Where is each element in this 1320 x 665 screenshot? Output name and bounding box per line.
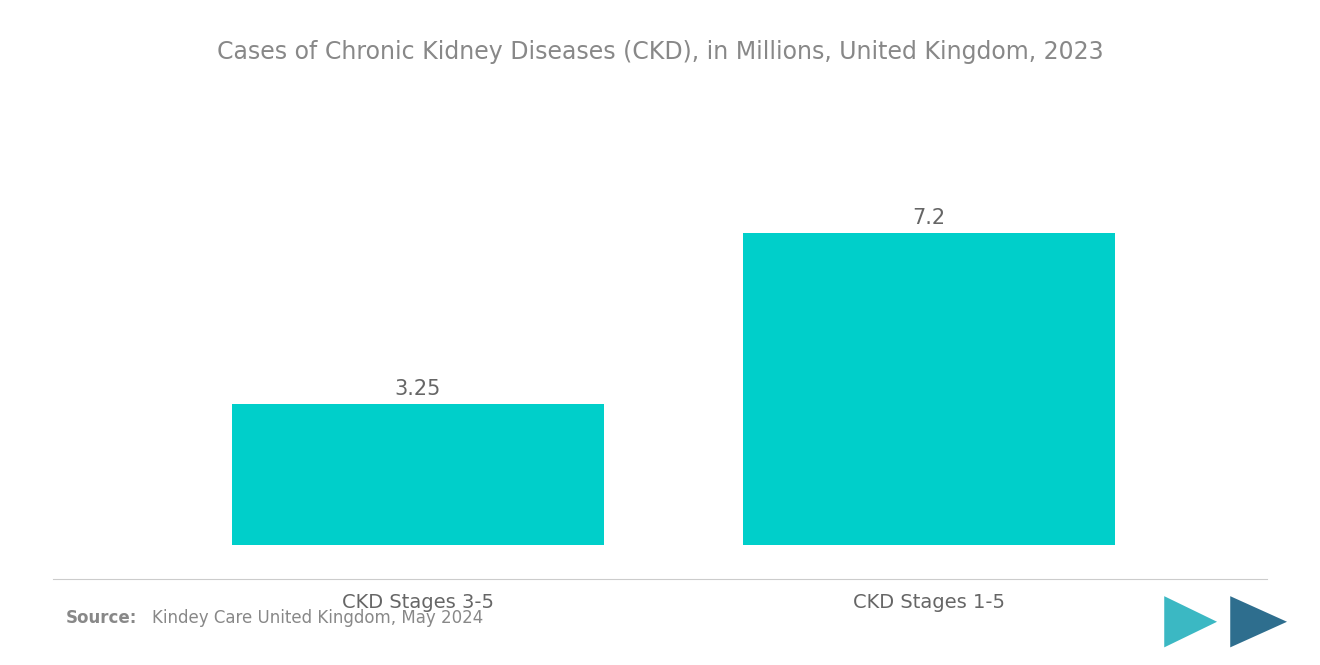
Text: CKD Stages 1-5: CKD Stages 1-5 bbox=[853, 593, 1005, 612]
Text: 7.2: 7.2 bbox=[912, 207, 945, 227]
Text: 3.25: 3.25 bbox=[395, 379, 441, 399]
Bar bbox=[232, 404, 603, 545]
Bar bbox=[743, 233, 1114, 545]
Text: Cases of Chronic Kidney Diseases (CKD), in Millions, United Kingdom, 2023: Cases of Chronic Kidney Diseases (CKD), … bbox=[216, 40, 1104, 64]
Text: CKD Stages 3-5: CKD Stages 3-5 bbox=[342, 593, 494, 612]
Text: Source:: Source: bbox=[66, 609, 137, 628]
Text: Kindey Care United Kingdom, May 2024: Kindey Care United Kingdom, May 2024 bbox=[152, 609, 483, 628]
